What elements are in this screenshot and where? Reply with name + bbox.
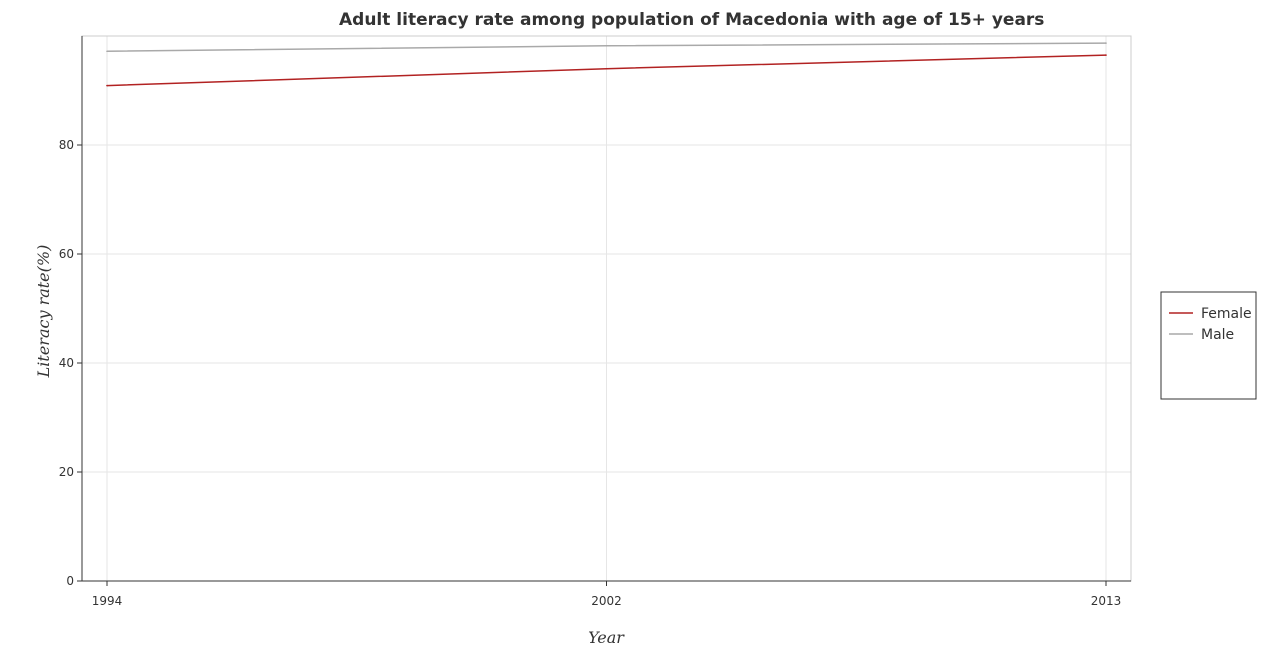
x-axis-label: Year [588, 628, 625, 647]
legend: Female Male [1160, 291, 1257, 400]
y-tick-label: 0 [66, 574, 74, 588]
axes: 0 20 40 60 80 1994 2002 2013 [59, 36, 1131, 608]
y-tick-label: 40 [59, 356, 74, 370]
grid-lines [81, 35, 1132, 582]
x-tick-label: 2002 [591, 594, 622, 608]
x-tick-label: 2013 [1091, 594, 1122, 608]
data-point-male [106, 50, 108, 53]
legend-box [1160, 291, 1257, 400]
y-axis-label: Literacy rate(%) [34, 245, 53, 379]
legend-label: Male [1201, 327, 1234, 343]
data-point-female [1105, 54, 1107, 56]
data-point-female [605, 67, 608, 70]
x-tick-label: 1994 [92, 594, 123, 608]
data-point-male [605, 45, 608, 47]
y-tick-label: 60 [59, 247, 74, 261]
y-tick-label: 80 [59, 138, 74, 152]
chart-title: Adult literacy rate among population of … [339, 10, 1044, 30]
y-tick-label: 20 [59, 465, 74, 479]
data-point-female [106, 84, 108, 87]
series-lines [106, 42, 1107, 87]
data-point-male [1105, 42, 1107, 44]
legend-label: Female [1201, 306, 1252, 322]
